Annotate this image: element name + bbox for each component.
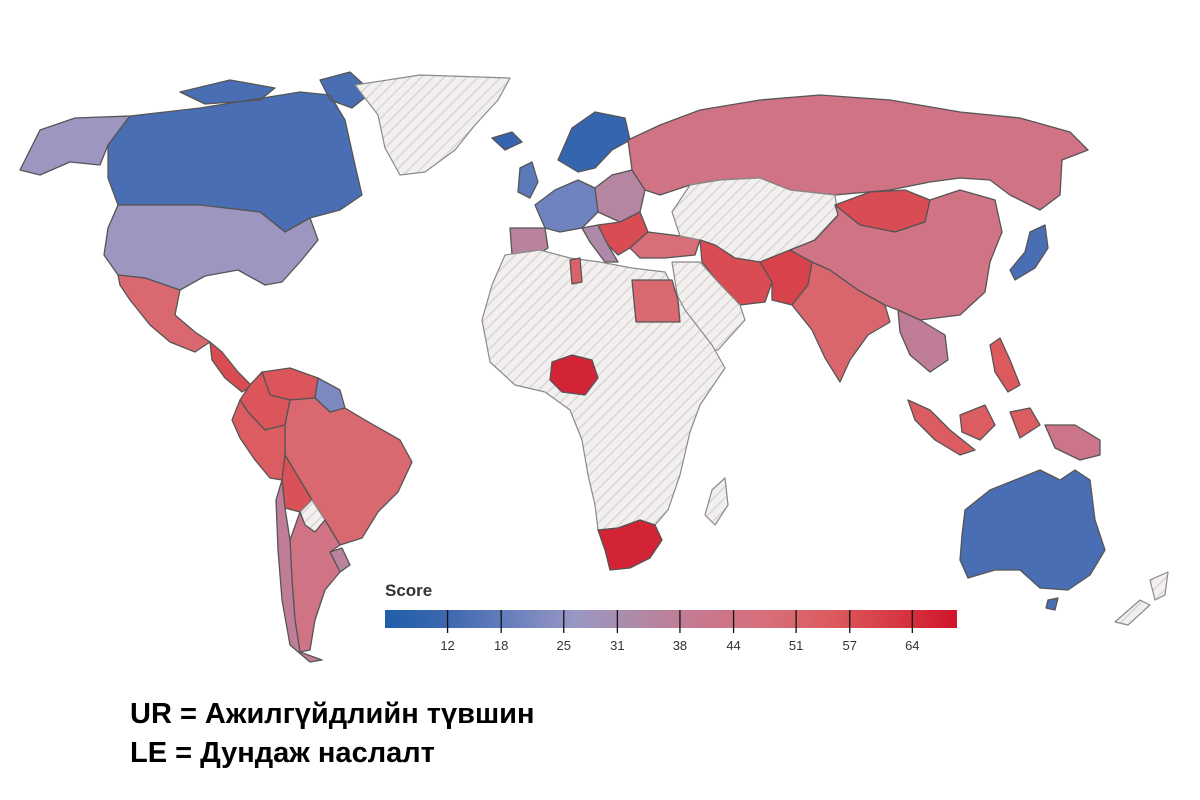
legend-color-bar — [385, 610, 957, 628]
legend-tick-label: 44 — [726, 638, 740, 653]
country-regions — [19, 71, 1169, 663]
legend-tick-label: 18 — [494, 638, 508, 653]
legend-title: Score — [385, 581, 432, 600]
region-mexico[interactable] — [117, 274, 211, 353]
region-turkey[interactable] — [629, 231, 701, 259]
note-unemployment-rate: UR = Ажилгүйдлийн түвшин — [130, 698, 535, 730]
region-argentina[interactable] — [289, 511, 341, 653]
region-nigeria[interactable] — [549, 354, 599, 396]
legend-tick-label: 64 — [905, 638, 919, 653]
region-canada[interactable] — [107, 71, 373, 233]
region-greenland[interactable] — [354, 74, 511, 176]
region-united-states[interactable] — [103, 204, 319, 291]
note-life-expectancy: LE = Дундаж наслалт — [130, 737, 435, 769]
region-iran[interactable] — [699, 239, 773, 306]
region-papua-new-guinea[interactable] — [1044, 424, 1101, 461]
region-western-europe[interactable] — [534, 179, 599, 233]
color-legend: Score 12 18 25 31 38 44 51 57 64 — [385, 581, 957, 653]
legend-tick-label: 38 — [673, 638, 687, 653]
region-tunisia[interactable] — [569, 257, 583, 285]
region-madagascar[interactable] — [704, 477, 729, 526]
region-south-africa[interactable] — [597, 519, 663, 571]
region-philippines[interactable] — [989, 337, 1021, 393]
region-new-zealand[interactable] — [1114, 571, 1169, 626]
region-japan[interactable] — [1009, 224, 1049, 281]
region-central-america[interactable] — [209, 341, 253, 393]
region-indonesia[interactable] — [907, 399, 1041, 456]
region-southeast-asia[interactable] — [897, 309, 949, 373]
region-united-kingdom[interactable] — [517, 161, 539, 199]
legend-tick-label: 25 — [557, 638, 571, 653]
region-egypt[interactable] — [631, 279, 681, 323]
region-australia[interactable] — [959, 469, 1106, 611]
region-iceland[interactable] — [491, 131, 523, 151]
legend-tick-label: 57 — [843, 638, 857, 653]
region-eastern-europe[interactable] — [594, 169, 646, 223]
region-scandinavia[interactable] — [557, 111, 631, 173]
legend-tick-label: 12 — [440, 638, 454, 653]
legend-ticks: 12 18 25 31 38 44 51 57 64 — [440, 610, 920, 653]
legend-tick-label: 31 — [610, 638, 624, 653]
region-china[interactable] — [789, 189, 1003, 321]
legend-tick-label: 51 — [789, 638, 803, 653]
region-chile[interactable] — [275, 479, 323, 663]
region-alaska[interactable] — [19, 115, 131, 176]
